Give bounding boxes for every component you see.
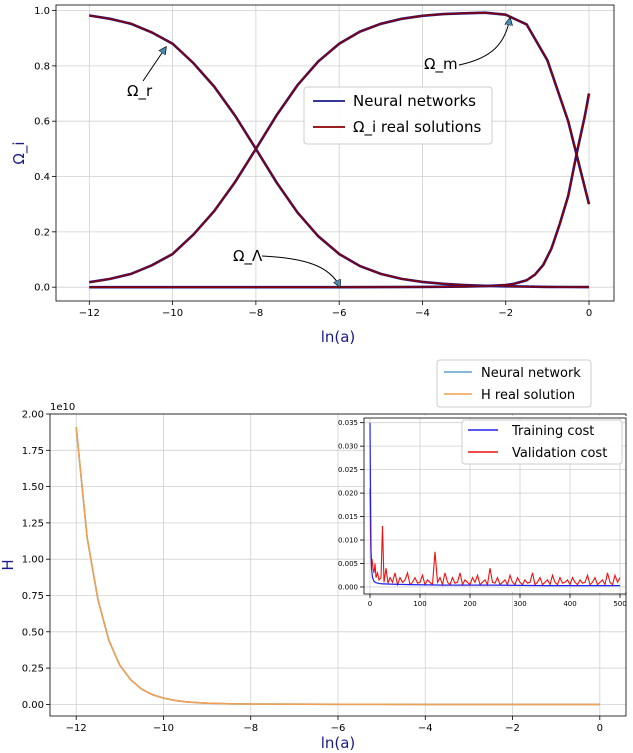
y-tick-label: 2.00	[22, 410, 44, 421]
x-tick-label: −8	[243, 723, 258, 734]
series-line-h-real	[75, 427, 600, 706]
x-tick-label: −10	[162, 308, 183, 319]
y-tick-label: 0.010	[338, 536, 358, 544]
series-line-real-1	[89, 11, 590, 283]
cost-series	[369, 422, 621, 587]
x-tick-label: 100	[413, 600, 426, 608]
x-tick-label: 200	[463, 600, 476, 608]
hubble-series	[75, 427, 600, 706]
annotation-omega-lambda-label: Ω_Λ	[233, 247, 263, 266]
y-tick-label: 0.015	[338, 513, 358, 521]
y-tick-label: 1.0	[34, 6, 50, 17]
x-tick-label: −12	[66, 723, 87, 734]
omega-chart: −12 −10 −8 −6 −4 −2 0 0.0 0.2 0.4 0.6 0.8 1.0 ln(a)…	[10, 4, 615, 346]
omega-yticks: 0.0 0.2 0.4 0.6 0.8 1.0	[34, 6, 56, 294]
hubble-xticks: −12 −10 −8 −6 −4 −2 0	[66, 716, 603, 734]
y-tick-label: 0.50	[22, 627, 44, 638]
y-tick-label: 0.25	[22, 664, 44, 675]
legend-real-label: Ω_i real solutions	[353, 118, 481, 137]
y-tick-label: 0.030	[338, 443, 358, 451]
annotation-omega-r-label: Ω_r	[127, 82, 153, 101]
y-tick-label: 0.8	[34, 61, 50, 72]
y-tick-label: 1.50	[22, 482, 44, 493]
x-tick-label: −8	[249, 308, 264, 319]
y-tick-label: 0.020	[338, 490, 358, 498]
x-tick-label: −6	[332, 308, 347, 319]
hubble-yticks: 0.00 0.25 0.50 0.75 1.00 1.25 1.50 1.75 2.00	[22, 410, 50, 711]
hubble-chart: −12 −10 −8 −6 −4 −2 0 0.00 0.25 0.50 0.75 1.00 1.25…	[0, 359, 627, 752]
annotation-omega-lambda: Ω_Λ	[233, 247, 340, 287]
omega-xlabel: ln(a)	[321, 328, 356, 346]
hubble-offset-text: 1e10	[50, 402, 75, 413]
y-tick-label: 1.25	[22, 518, 44, 529]
x-tick-label: −4	[418, 723, 433, 734]
x-tick-label: −2	[498, 308, 513, 319]
cost-xticks: 0 100 200 300 400 500	[368, 594, 627, 608]
omega-series	[89, 11, 591, 289]
cost-plot-frame	[363, 417, 627, 595]
y-tick-label: 0.025	[338, 466, 358, 474]
x-tick-label: 0	[597, 723, 603, 734]
hubble-xlabel: ln(a)	[321, 734, 356, 752]
y-tick-label: 1.75	[22, 446, 44, 457]
annotation-omega-r: Ω_r	[127, 47, 166, 101]
hubble-ylabel: H	[0, 559, 17, 570]
y-tick-label: 0.4	[34, 172, 50, 183]
legend-nn-label: Neural network	[481, 366, 581, 381]
annotation-omega-m: Ω_m	[424, 18, 510, 74]
x-tick-label: −10	[153, 723, 174, 734]
x-tick-label: −4	[415, 308, 430, 319]
legend-neural-label: Neural networks	[353, 92, 476, 110]
y-tick-label: 0.00	[22, 700, 44, 711]
x-tick-label: 0	[586, 308, 592, 319]
legend-h-real-label: H real solution	[481, 388, 575, 403]
omega-legend: Neural networks Ω_i real solutions	[303, 86, 493, 145]
series-line-real-2	[89, 93, 590, 288]
x-tick-label: 300	[513, 600, 526, 608]
y-tick-label: 0.0	[34, 283, 50, 294]
x-tick-label: −6	[331, 723, 346, 734]
y-tick-label: 0.035	[338, 419, 358, 427]
y-tick-label: 0.000	[338, 583, 358, 591]
y-tick-label: 0.75	[22, 591, 44, 602]
x-tick-label: 500	[613, 600, 626, 608]
y-tick-label: 0.6	[34, 117, 50, 128]
y-tick-label: 0.005	[338, 560, 358, 568]
omega-ylabel: Ω_i	[10, 141, 29, 164]
series-line-training	[369, 422, 620, 587]
legend-valid-label: Validation cost	[512, 446, 607, 461]
omega-xticks: −12 −10 −8 −6 −4 −2 0	[79, 301, 592, 319]
hubble-legend: Neural network H real solution	[436, 359, 592, 408]
omega-plot-frame	[55, 4, 615, 302]
x-tick-label: −2	[505, 723, 520, 734]
cost-inset: 0 100 200 300 400 500 0.0000.0050.0100.0150.0…	[338, 416, 627, 608]
x-tick-label: 400	[563, 600, 576, 608]
cost-yticks: 0.000 0.005 0.010 0.015 0.020 0.025 0.030 0.035	[338, 419, 364, 591]
y-tick-label: 0.2	[34, 227, 50, 238]
cost-legend: Training cost Validation cost	[461, 419, 623, 465]
omega-grid	[56, 5, 614, 301]
x-tick-label: 0	[368, 600, 372, 608]
annotation-omega-m-label: Ω_m	[424, 55, 458, 74]
y-tick-label: 1.00	[22, 555, 44, 566]
x-tick-label: −12	[79, 308, 100, 319]
legend-train-label: Training cost	[511, 424, 594, 439]
series-line-validation	[369, 488, 621, 587]
